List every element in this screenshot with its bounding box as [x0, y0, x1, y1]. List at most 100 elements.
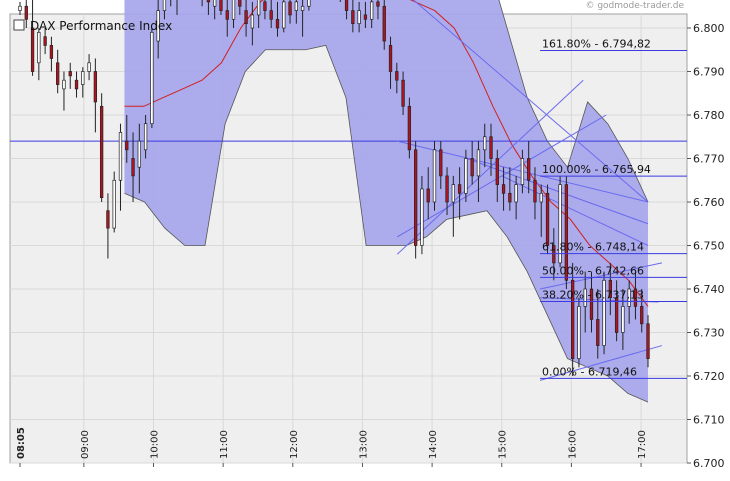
y-tick-label: 6.770	[693, 153, 725, 166]
trend-line	[501, 175, 649, 246]
candle-body	[162, 0, 167, 11]
y-tick-label: 6.760	[693, 196, 725, 209]
candle-body	[294, 1, 298, 11]
candle-body	[527, 158, 531, 181]
candle-body	[376, 1, 380, 7]
candle-body	[118, 132, 123, 181]
candle-body	[351, 10, 355, 25]
fib-level-label: 61.80% - 6.748,14	[542, 241, 644, 254]
candle-body	[269, 10, 273, 20]
candle-body	[552, 245, 556, 264]
candle-body	[363, 14, 368, 20]
candle-body	[225, 10, 229, 20]
candle-body	[432, 149, 437, 203]
candle-body	[640, 306, 644, 325]
candle-body	[112, 179, 116, 229]
candle-body	[307, 0, 311, 7]
candle-body	[495, 158, 499, 185]
candle-body	[30, 27, 35, 72]
candle-body	[213, 0, 217, 7]
x-tick-label: 15:00	[498, 430, 509, 459]
candle-body	[520, 158, 525, 185]
candle-body	[558, 184, 562, 264]
candle-body	[156, 10, 160, 42]
candle-body	[483, 136, 487, 151]
candle-body	[388, 45, 393, 72]
y-tick-label: 6.750	[693, 240, 725, 253]
x-tick-label: 10:00	[149, 430, 160, 459]
candle-body	[93, 71, 98, 103]
y-tick-label: 6.740	[693, 283, 725, 296]
fib-level-label: 50.00% - 6.742,66	[542, 264, 644, 277]
trend-line	[539, 262, 663, 290]
candle-body	[137, 140, 141, 168]
candle-body	[344, 0, 349, 11]
y-tick-label: 6.800	[693, 22, 725, 35]
bollinger-lower-line	[124, 44, 649, 403]
candle-body	[43, 36, 47, 46]
candle-body	[564, 184, 569, 281]
candle-body	[608, 279, 612, 299]
candle-body	[263, 1, 267, 11]
candle-body	[508, 192, 512, 203]
candle-body	[24, 5, 28, 20]
candle-body	[489, 136, 493, 159]
x-tick-label: 16:00	[567, 430, 578, 459]
candle-body	[143, 123, 148, 151]
candle-body	[589, 288, 594, 320]
candle-body	[74, 79, 79, 90]
candle-body	[514, 184, 518, 203]
y-tick-label: 6.730	[693, 327, 725, 340]
y-tick-label: 6.710	[693, 414, 725, 427]
y-tick-label: 6.780	[693, 109, 725, 122]
candle-body	[150, 31, 154, 125]
x-tick-label: 14:00	[428, 430, 439, 459]
candle-body	[250, 14, 255, 29]
candle-body	[602, 279, 606, 346]
candle-body	[275, 18, 280, 29]
candle-body	[470, 158, 474, 177]
candle-body	[219, 0, 223, 11]
candle-body	[646, 323, 650, 359]
candle-body	[56, 62, 60, 85]
candle-body	[614, 297, 619, 333]
candle-body	[357, 10, 361, 25]
candle-body	[99, 105, 104, 199]
candle-body	[407, 105, 412, 151]
chart-title: DAX Performance Index	[13, 19, 172, 33]
x-tick-label: 17:00	[637, 430, 648, 459]
candle-body	[395, 71, 399, 81]
candle-body	[571, 279, 575, 359]
candle-body	[68, 71, 72, 77]
bollinger-band	[124, 0, 649, 403]
fib-level-label: 161.80% - 6.794,82	[542, 38, 651, 51]
candle-body	[370, 1, 374, 20]
candle-body	[131, 158, 135, 177]
candle-body	[457, 184, 462, 194]
fib-level-label: 38.20% - 6.737,13	[542, 288, 644, 301]
candle-body	[300, 5, 305, 11]
candle-body	[533, 179, 537, 203]
title-marker-icon	[13, 19, 25, 31]
y-tick-label: 6.720	[693, 370, 725, 383]
candle-body	[439, 149, 443, 177]
x-tick-label: 13:00	[358, 430, 369, 459]
candle-body	[125, 140, 129, 151]
candle-body	[445, 175, 449, 203]
candle-body	[382, 5, 386, 42]
candle-body	[18, 5, 22, 11]
candle-body	[256, 0, 261, 16]
candle-body	[238, 0, 242, 7]
candle-body	[206, 0, 211, 3]
y-tick-label: 6.790	[693, 66, 725, 79]
candle-body	[49, 45, 54, 59]
candle-body	[426, 188, 430, 203]
candle-body	[282, 1, 286, 29]
bollinger-upper-line	[498, 0, 649, 203]
chart-title-text: DAX Performance Index	[30, 19, 172, 33]
x-tick-label: 11:00	[219, 430, 230, 459]
candle-body	[539, 192, 543, 203]
candle-body	[244, 10, 248, 25]
trend-line	[539, 345, 663, 381]
